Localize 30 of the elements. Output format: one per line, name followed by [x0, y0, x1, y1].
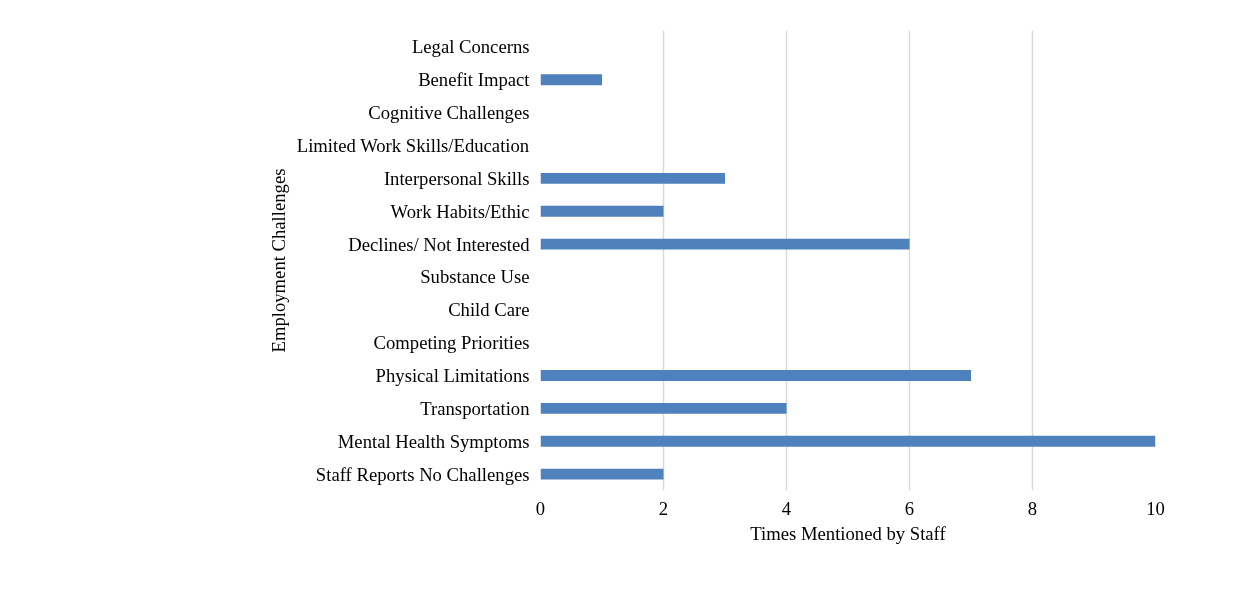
y-tick-label: Benefit Impact	[418, 69, 531, 91]
y-tick-label: Work Habits/Ethic	[390, 200, 530, 222]
bar	[540, 205, 664, 217]
y-tick-label: Staff Reports No Challenges	[315, 463, 530, 485]
y-tick-label: Limited Work Skills/Education	[296, 135, 530, 156]
x-tick-label: 8	[1027, 497, 1038, 519]
y-axis-title: Employment Challenges	[267, 168, 289, 353]
y-tick-label: Transportation	[420, 397, 531, 419]
bar	[540, 435, 1156, 447]
x-tick-label: 0	[535, 497, 546, 519]
x-tick-label: 2	[658, 497, 669, 519]
y-tick-label: Declines/ Not Interested	[348, 233, 531, 255]
x-tick-label: 10	[1146, 497, 1165, 519]
x-tick-label: 4	[781, 497, 792, 519]
y-tick-label: Interpersonal Skills	[383, 167, 530, 189]
y-tick-label: Child Care	[448, 299, 530, 321]
x-tick-label: 6	[904, 497, 915, 519]
y-tick-label: Legal Concerns	[411, 36, 530, 58]
y-tick-label: Substance Use	[420, 266, 530, 288]
bar	[540, 74, 602, 86]
bar	[540, 402, 787, 414]
bar	[540, 238, 910, 250]
y-tick-label: Competing Priorities	[373, 332, 530, 354]
bar	[540, 370, 971, 381]
y-tick-label: Mental Health Symptoms	[337, 430, 530, 452]
bar	[540, 172, 725, 184]
y-tick-label: Physical Limitations	[375, 365, 530, 386]
y-tick-label: Cognitive Challenges	[368, 102, 530, 124]
x-axis-title: Times Mentioned by Staff	[750, 522, 947, 544]
bar	[540, 468, 664, 480]
